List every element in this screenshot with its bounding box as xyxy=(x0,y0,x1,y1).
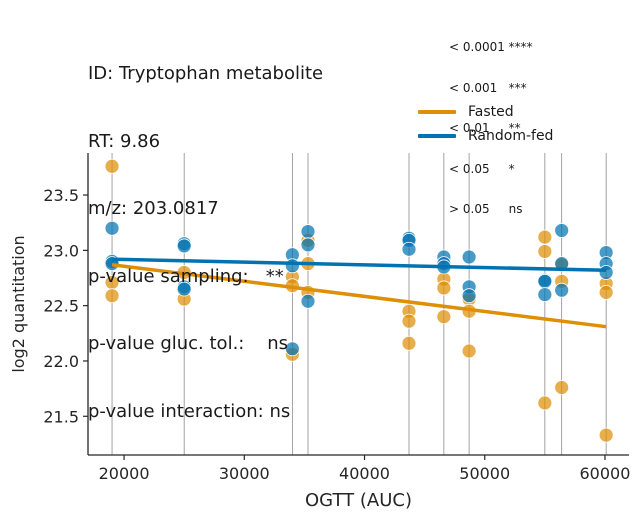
fasted-point xyxy=(461,343,477,359)
random-fed-point xyxy=(104,220,120,236)
y-tick-label: 22.5 xyxy=(43,297,79,316)
fasted-point xyxy=(537,229,553,245)
fasted-point xyxy=(537,395,553,411)
y-tick-label: 23.0 xyxy=(43,241,79,260)
x-tick-label: 40000 xyxy=(339,464,390,483)
x-tick-label: 50000 xyxy=(459,464,510,483)
y-tick-label: 21.5 xyxy=(43,407,79,426)
sig-key-line: < 0.01 ** xyxy=(449,121,521,135)
random-fed-point xyxy=(176,281,192,297)
sig-key-line: < 0.0001 **** xyxy=(449,40,533,54)
x-tick-label: 30000 xyxy=(219,464,270,483)
random-fed-point xyxy=(537,287,553,302)
fasted-point xyxy=(598,284,614,300)
fasted-fit-line xyxy=(111,262,607,329)
fasted-point xyxy=(401,335,417,351)
y-tick-label: 23.5 xyxy=(43,186,79,205)
info-line-pvalue-sampling: p-value sampling: ** xyxy=(88,265,284,287)
random-fed-point xyxy=(554,223,570,238)
sig-key-line: < 0.001 *** xyxy=(449,80,527,95)
legend-entry-random-fed: Random-fed xyxy=(418,124,553,148)
sig-key-line: < 0.05 * xyxy=(449,161,515,176)
random-fed-point xyxy=(176,238,192,254)
feature-info: ID: Tryptophan metabolite RT: 9.86 m/z: … xyxy=(88,18,323,446)
random-fed-point xyxy=(284,341,300,357)
random-fed-point xyxy=(598,265,614,280)
random-fed-fit-line xyxy=(112,257,607,273)
random-fed-point xyxy=(461,288,477,304)
y-tick-label: 22.0 xyxy=(43,352,79,371)
info-line-pvalue-interaction: p-value interaction: ns xyxy=(88,400,291,422)
legend-swatch-random-fed xyxy=(418,134,456,138)
random-fed-point xyxy=(401,241,417,257)
legend-entry-fasted: Fasted xyxy=(418,100,553,124)
random-fed-point xyxy=(300,237,316,253)
fasted-point xyxy=(104,288,120,304)
fasted-point xyxy=(598,427,614,443)
random-fed-point xyxy=(300,293,316,309)
random-fed-point xyxy=(554,282,570,298)
x-axis-label: OGTT (AUC) xyxy=(305,490,412,511)
info-line-pvalue-gluc-tol: p-value gluc. tol.: ns xyxy=(88,333,289,354)
info-line-mz: m/z: 203.0817 xyxy=(88,198,219,219)
random-fed-point xyxy=(461,249,477,265)
significance-key: < 0.0001 **** < 0.001 *** < 0.01 ** < 0.… xyxy=(449,14,533,230)
x-tick-label: 60000 xyxy=(580,464,631,483)
random-fed-point xyxy=(537,273,553,289)
info-line-id: ID: Tryptophan metabolite xyxy=(88,63,324,84)
x-tick-label: 20000 xyxy=(99,464,150,483)
y-axis-label: log2 quantitation xyxy=(9,235,28,372)
fasted-point xyxy=(554,380,570,395)
fasted-point xyxy=(104,158,120,174)
fasted-point xyxy=(537,244,553,259)
legend: Fasted Random-fed xyxy=(418,100,553,148)
fasted-point xyxy=(436,309,452,325)
fasted-point xyxy=(401,313,417,329)
legend-label-fasted: Fasted xyxy=(468,104,514,120)
legend-label-random-fed: Random-fed xyxy=(468,128,554,144)
info-line-rt: RT: 9.86 xyxy=(88,130,161,152)
legend-swatch-fasted xyxy=(418,110,456,114)
sig-key-line: > 0.05 ns xyxy=(449,202,523,216)
fasted-point xyxy=(436,280,452,296)
